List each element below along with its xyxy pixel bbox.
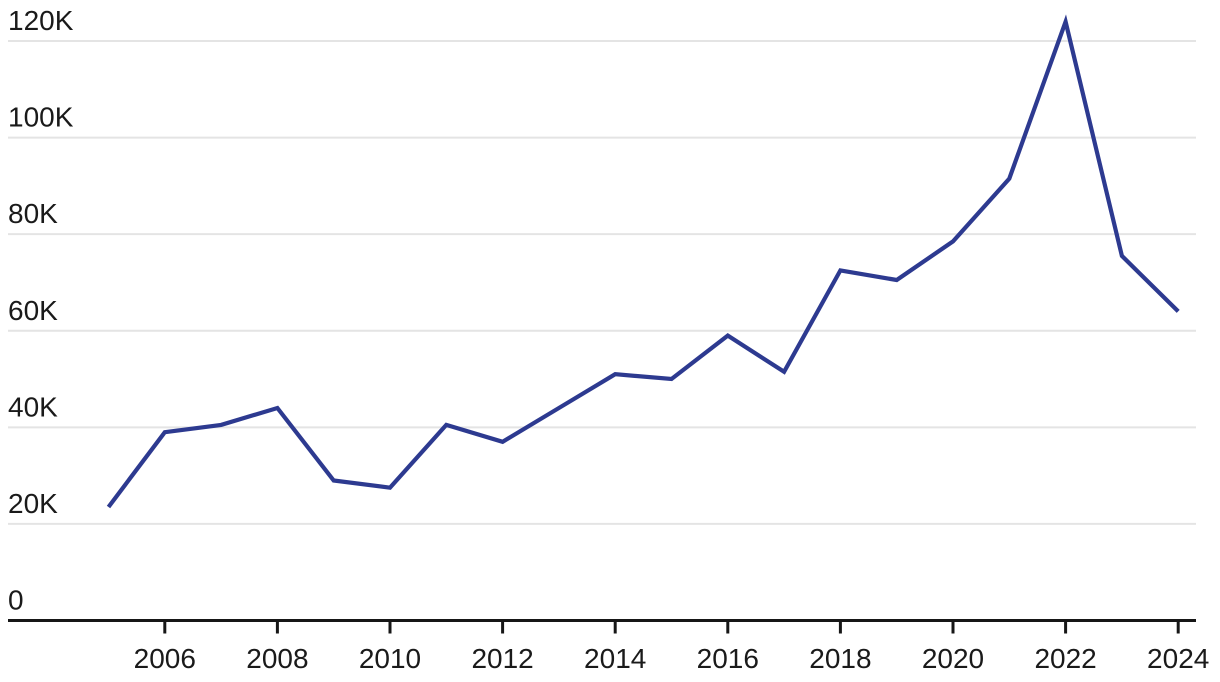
x-axis-label: 2006 bbox=[134, 643, 196, 674]
y-axis-label: 80K bbox=[8, 198, 58, 229]
x-axis-label: 2024 bbox=[1147, 643, 1209, 674]
y-axis-label: 0 bbox=[8, 585, 24, 616]
y-axis-label: 40K bbox=[8, 391, 58, 422]
x-axis-label: 2022 bbox=[1034, 643, 1096, 674]
x-axis-label: 2008 bbox=[246, 643, 308, 674]
y-axis-label: 120K bbox=[8, 5, 74, 36]
x-axis-label: 2014 bbox=[584, 643, 646, 674]
y-axis-label: 60K bbox=[8, 295, 58, 326]
x-axis-label: 2012 bbox=[471, 643, 533, 674]
x-axis-label: 2010 bbox=[359, 643, 421, 674]
y-axis-label: 20K bbox=[8, 488, 58, 519]
x-axis-label: 2020 bbox=[922, 643, 984, 674]
y-axis-label: 100K bbox=[8, 102, 74, 133]
data-line bbox=[106, 14, 1180, 509]
x-axis-label: 2016 bbox=[697, 643, 759, 674]
x-axis-label: 2018 bbox=[809, 643, 871, 674]
